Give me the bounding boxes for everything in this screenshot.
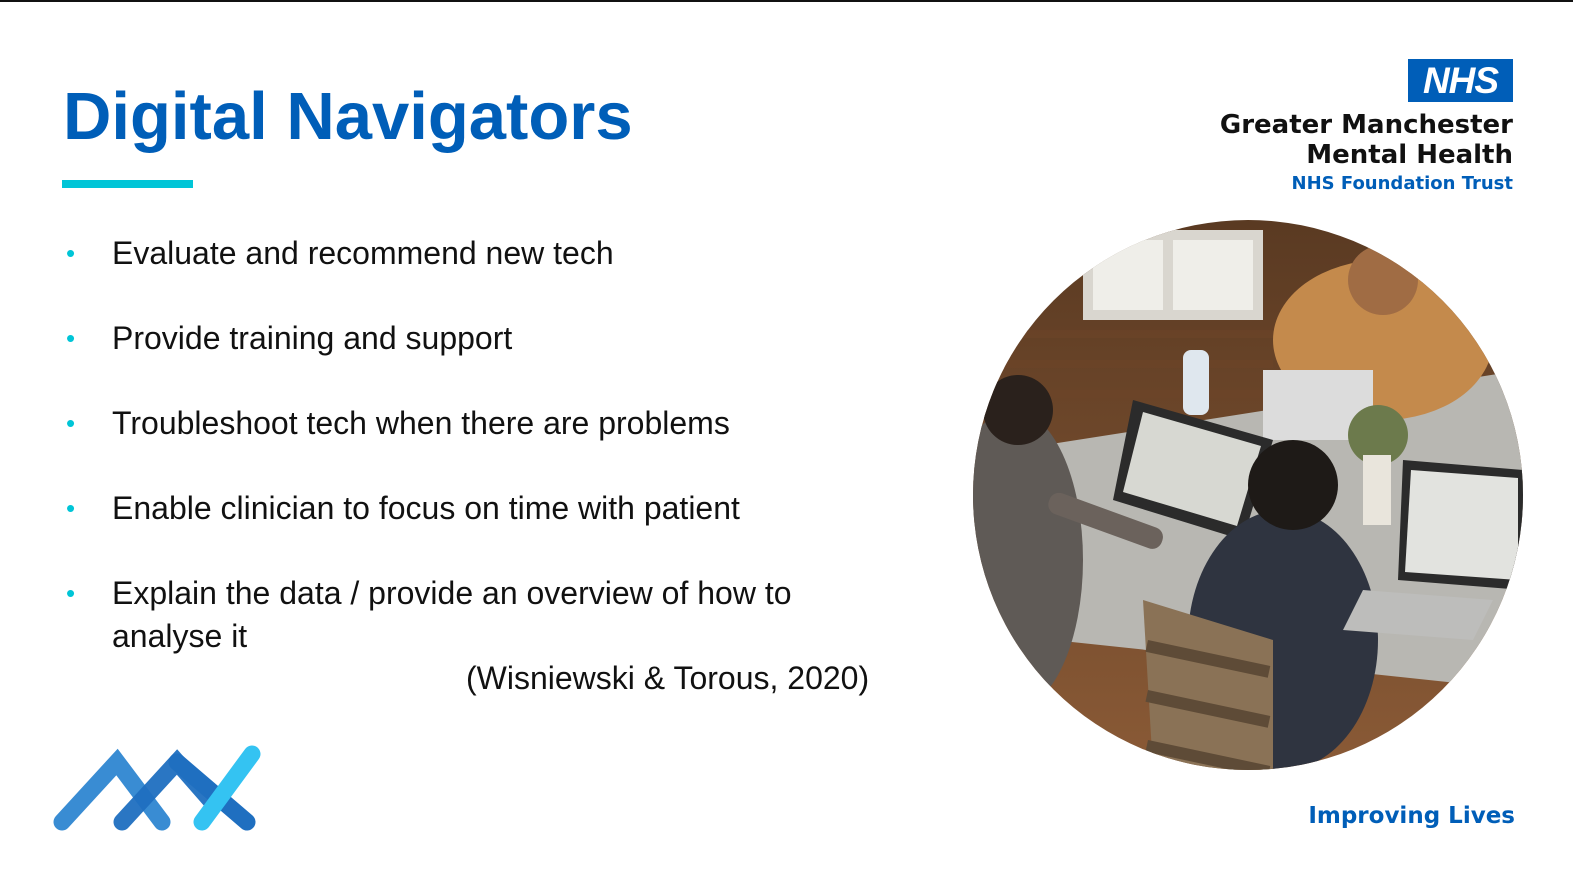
bullet-text: Evaluate and recommend new tech	[112, 235, 614, 271]
bullet-icon: •	[66, 578, 76, 608]
nhs-logo: NHS	[1408, 59, 1513, 102]
bullet-item: • Evaluate and recommend new tech	[64, 232, 924, 275]
bullet-item: • Provide training and support	[64, 317, 924, 360]
org-name-line-3: NHS Foundation Trust	[1291, 173, 1513, 194]
bullet-item: • Explain the data / provide an overview…	[64, 572, 864, 658]
org-name-line-2: Mental Health	[1306, 140, 1513, 170]
bullet-icon: •	[66, 238, 76, 268]
bullet-list: • Evaluate and recommend new tech • Prov…	[64, 232, 924, 700]
bullet-icon: •	[66, 408, 76, 438]
bullet-text: Provide training and support	[112, 320, 513, 356]
team-photo-illustration	[973, 220, 1523, 770]
title-underline	[62, 180, 193, 188]
bullet-icon: •	[66, 493, 76, 523]
slide-title: Digital Navigators	[63, 79, 633, 154]
top-border-line	[0, 0, 1573, 2]
tagline: Improving Lives	[1308, 803, 1515, 829]
bullet-text: Explain the data / provide an overview o…	[112, 575, 792, 654]
org-name-line-1: Greater Manchester	[1219, 110, 1513, 140]
citation: (Wisniewski & Torous, 2020)	[466, 660, 870, 696]
bullet-item: • Troubleshoot tech when there are probl…	[64, 402, 924, 445]
bullet-text: Troubleshoot tech when there are problem…	[112, 405, 730, 441]
bullet-icon: •	[66, 323, 76, 353]
mental-health-trust-logo	[53, 745, 261, 831]
bullet-item: • Enable clinician to focus on time with…	[64, 487, 924, 530]
team-photo	[973, 220, 1523, 770]
bullet-text: Enable clinician to focus on time with p…	[112, 490, 740, 526]
